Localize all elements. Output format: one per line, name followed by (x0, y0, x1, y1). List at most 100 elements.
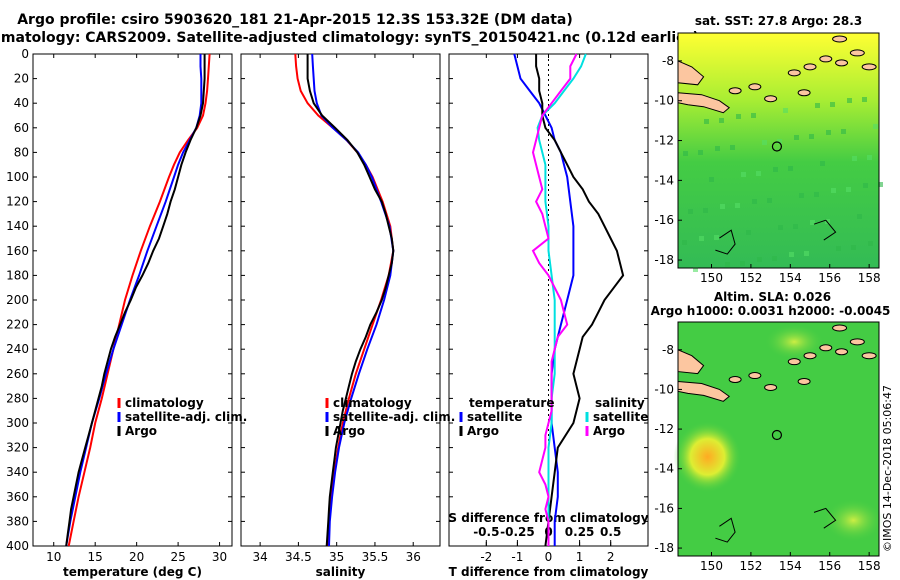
panel-frame (240, 53, 441, 547)
sst-pixel (741, 172, 746, 177)
lon-tick-label: 156 (818, 271, 841, 285)
lat-tick-label: -10 (654, 382, 674, 396)
map-title: sat. SST: 27.8 Argo: 28.3 (695, 14, 862, 28)
lon-tick-label: 154 (779, 559, 802, 573)
land-new-guinea (677, 380, 731, 402)
island (748, 83, 762, 91)
map-frame (677, 32, 880, 269)
sst-pixel (815, 103, 820, 108)
legend-label: satellite-adj. clim. (125, 410, 247, 424)
lat-tick-label: -18 (654, 541, 674, 555)
sst-pixel (783, 108, 788, 113)
sst-pixel (809, 134, 814, 139)
depth-tick-label: 0 (21, 47, 29, 61)
sst-pixel (867, 155, 872, 160)
x-tick-label: -2 (480, 550, 492, 564)
x-axis-label: T difference from climatology (449, 565, 649, 579)
sst-pixel (852, 156, 857, 161)
lon-tick-label: 158 (858, 271, 881, 285)
x-tick-label: 1 (576, 550, 584, 564)
sst-pixel (698, 150, 703, 155)
sst-pixel (757, 257, 762, 262)
x-tick-label: 34.5 (285, 550, 312, 564)
reef-outline (813, 219, 837, 241)
depth-tick-label: 340 (6, 465, 29, 479)
sst-pixel (720, 204, 725, 209)
sst-map: 150 152 154 156 158 -8 -10 -12 -14 -16 -18 sat. SST… (654, 14, 883, 285)
lat-tick-label: -8 (662, 343, 674, 357)
depth-tick-label: 200 (6, 293, 29, 307)
lat-tick-label: -14 (654, 462, 674, 476)
lon-tick-label: 156 (818, 559, 841, 573)
depth-tick-label: 100 (6, 170, 29, 184)
figure-title-line1: Argo profile: csiro 5903620_181 21-Apr-2… (17, 12, 573, 28)
panel-difference: -2 -1 0 1 2T difference from climatology -0.5… (448, 53, 649, 579)
island (832, 35, 848, 43)
sst-pixel (826, 130, 831, 135)
island (764, 383, 778, 391)
lat-tick-label: -14 (654, 173, 674, 187)
sla-map: 150 152 154 156 158 -8 -10 -12 -14 -16 -18 Altim. S… (651, 290, 891, 573)
series-line-argo (65, 54, 206, 547)
x-tick-label: 25 (170, 550, 185, 564)
series-line-climatology (294, 53, 395, 547)
x-axis-label: salinity (316, 565, 366, 579)
sst-pixel (778, 225, 783, 230)
depth-tick-label: 120 (6, 195, 29, 209)
sst-pixel (868, 241, 873, 246)
depth-tick-label: 320 (6, 441, 29, 455)
lon-tick-label: 152 (739, 271, 762, 285)
profile-panels: 0204060801001201401601802002202402602803… (6, 47, 649, 579)
depth-tick-label: 60 (14, 121, 29, 135)
reef-outline (715, 517, 736, 543)
sst-pixel (772, 256, 777, 261)
sst-pixel (735, 203, 740, 208)
depth-tick-label: 240 (6, 342, 29, 356)
depth-tick-label: 220 (6, 318, 29, 332)
sst-pixel (851, 245, 856, 250)
legend-label: Argo (125, 424, 157, 438)
figure-title-line2: Climatology: CARS2009. Satellite-adjuste… (0, 30, 699, 46)
sst-pixel (756, 171, 761, 176)
depth-tick-label: 380 (6, 514, 29, 528)
sst-pixel (725, 262, 730, 267)
island (764, 95, 778, 103)
sst-pixel (773, 167, 778, 172)
depth-tick-label: 140 (6, 219, 29, 233)
float-position-marker (771, 429, 783, 441)
sst-pixel (714, 235, 719, 240)
s-tick-label: 0.25 (565, 525, 595, 539)
sst-pixel (814, 192, 819, 197)
x-axis-label: temperature (deg C) (63, 565, 202, 579)
sst-pixel (752, 199, 757, 204)
sst-pixel (830, 102, 835, 107)
series-line-temperature-argo (535, 54, 625, 547)
x-tick-label: 0 (545, 550, 553, 564)
sst-pixel (704, 119, 709, 124)
island (832, 324, 848, 332)
depth-tick-label: 180 (6, 268, 29, 282)
depth-tick-label: 400 (6, 539, 29, 553)
sst-pixel (857, 214, 862, 219)
lat-tick-label: -18 (654, 253, 674, 267)
map-panels: 150 152 154 156 158 -8 -10 -12 -14 -16 -18 sat. SST… (651, 14, 891, 573)
island (819, 344, 833, 352)
credit-text: ©IMOS 14-Dec-2018 05:06:47 (881, 385, 894, 552)
sst-pixel (709, 177, 714, 182)
x-tick-label: 2 (607, 550, 615, 564)
lat-tick-label: -16 (654, 501, 674, 515)
sst-pixel (862, 97, 867, 102)
series-line-salinity-argo (531, 53, 578, 546)
depth-tick-label: 300 (6, 416, 29, 430)
island (861, 63, 877, 71)
x-tick-label: -1 (511, 550, 523, 564)
sst-pixel (693, 267, 698, 272)
sst-pixel (767, 198, 772, 203)
legend-label: Argo (333, 424, 365, 438)
sla-warm-anomaly (823, 498, 884, 543)
land-new-guinea (677, 92, 731, 114)
sst-pixel (873, 124, 878, 129)
lon-tick-label: 158 (858, 559, 881, 573)
island (861, 352, 877, 360)
